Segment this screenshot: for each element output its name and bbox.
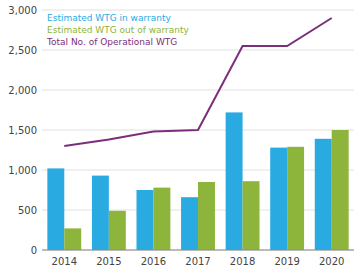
bar (315, 139, 332, 250)
y-tick-label: 2,000 (8, 85, 37, 96)
x-tick-label: 2020 (319, 256, 344, 267)
grid-line (42, 10, 354, 11)
bar (287, 147, 304, 250)
bar (243, 181, 260, 250)
x-tick-label: 2017 (185, 256, 210, 267)
y-tick-label: 1,500 (8, 125, 37, 136)
bar (136, 190, 153, 250)
grid-line (42, 90, 354, 91)
bar (332, 130, 349, 250)
grid (42, 10, 354, 250)
grid-line (42, 250, 354, 251)
bar (47, 168, 64, 250)
x-tick-label: 2019 (274, 256, 299, 267)
chart: 0 500 1,000 1,500 2,000 2,500 3,000 2014 2015 201… (0, 0, 364, 276)
x-tick-label: 2014 (52, 256, 77, 267)
x-tick-label: 2015 (96, 256, 121, 267)
bar (270, 148, 287, 250)
bar (198, 182, 215, 250)
bar (92, 176, 109, 250)
x-tick-label: 2018 (230, 256, 255, 267)
legend-entry: Total No. of Operational WTG (46, 37, 177, 47)
legend-entry: Estimated WTG out of warranty (47, 25, 190, 35)
y-tick-label: 0 (31, 245, 37, 256)
y-tick-label: 2,500 (8, 45, 37, 56)
x-tick-label: 2016 (141, 256, 166, 267)
grid-line (42, 170, 354, 171)
y-tick-label: 500 (18, 205, 37, 216)
grid-line (42, 50, 354, 51)
bar (64, 228, 81, 250)
bar (181, 197, 198, 250)
bar (226, 112, 243, 250)
bar (109, 211, 126, 250)
bar (153, 188, 170, 250)
x-axis-line (42, 250, 354, 251)
legend: Estimated WTG in warranty Estimated WTG o… (46, 13, 190, 47)
marks (47, 18, 348, 250)
legend-entry: Estimated WTG in warranty (47, 13, 171, 23)
y-tick-label: 3,000 (8, 5, 37, 16)
y-tick-label: 1,000 (8, 165, 37, 176)
